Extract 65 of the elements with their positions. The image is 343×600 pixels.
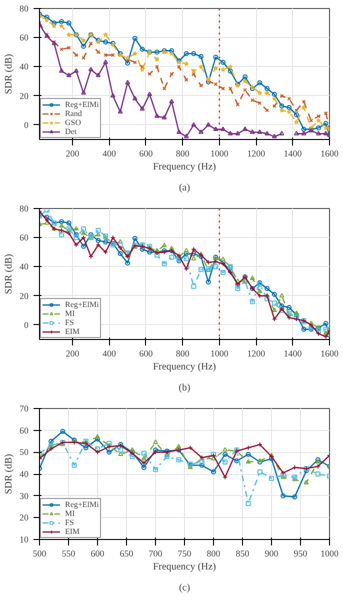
y-tick-label: 60	[20, 232, 29, 243]
x-tick-label: 400	[102, 148, 116, 158]
y-tick-label: 70	[20, 404, 29, 414]
x-tick-label: 700	[148, 548, 163, 558]
text: (a)	[178, 182, 190, 194]
y-tick-label: 60	[20, 425, 29, 436]
x-tick-label: 1600	[320, 148, 339, 158]
y-tick-label: 30	[20, 490, 29, 501]
legend-label: Reg+ElMi	[65, 100, 99, 109]
x-tick-label: 1000	[320, 548, 339, 558]
x-tick-label: 200	[66, 348, 80, 358]
x-axis-title: Frequency (Hz)	[152, 362, 216, 372]
legend-label: Rand	[65, 109, 83, 118]
y-tick-label: 50	[20, 447, 29, 458]
y-tick-label: 60	[20, 32, 29, 43]
x-tick-label: 850	[236, 548, 250, 558]
x-tick-label: 200	[66, 148, 80, 158]
legend-label: Reg+ElMi	[65, 500, 99, 509]
y-tick-label: 10	[20, 534, 29, 544]
x-tick-label: 600	[139, 148, 154, 158]
y-tick-label: 20	[20, 512, 29, 523]
legend-label: FS	[65, 518, 75, 527]
x-tick-label: 600	[139, 348, 154, 358]
text: (b)	[178, 382, 190, 394]
x-tick-label: 750	[178, 548, 192, 558]
x-tick-label: 900	[264, 548, 279, 558]
x-tick-label: 1400	[284, 148, 302, 158]
legend-label: Reg+ElMi	[65, 300, 99, 309]
y-tick-label: 80	[20, 204, 29, 214]
x-tick-label: 800	[206, 548, 221, 558]
y-tick-label: 40	[20, 62, 29, 72]
legend-label: MI	[65, 509, 76, 518]
legend-label: FS	[65, 318, 75, 327]
legend-label: EIM	[65, 327, 81, 336]
y-axis-title: SDR (dB)	[4, 254, 14, 294]
y-tick-label: 20	[20, 90, 29, 101]
legend-label: EIM	[65, 527, 81, 536]
x-tick-label: 550	[62, 548, 76, 558]
legend-label: MI	[65, 309, 76, 318]
x-tick-label: 1200	[247, 348, 266, 358]
x-axis-title: Frequency (Hz)	[152, 562, 216, 572]
x-tick-label: 800	[176, 148, 190, 158]
x-tick-label: 500	[32, 548, 47, 558]
y-tick-label: 40	[20, 469, 29, 479]
y-tick-label: 40	[20, 262, 29, 272]
x-tick-label: 1600	[320, 348, 339, 358]
y-tick-label: 80	[20, 4, 29, 14]
y-tick-label: 20	[20, 290, 29, 301]
x-tick-label: 1400	[284, 348, 302, 358]
x-tick-label: 950	[294, 548, 308, 558]
y-axis-title: SDR (dB)	[4, 454, 14, 494]
x-tick-label: 800	[176, 348, 190, 358]
x-tick-label: 600	[90, 548, 105, 558]
y-tick-label: 0	[24, 120, 29, 130]
legend-label: Det	[65, 127, 78, 136]
x-tick-label: 1000	[210, 148, 229, 158]
y-axis-title: SDR (dB)	[4, 54, 14, 94]
y-tick-label: 0	[24, 320, 29, 330]
legend-label: GSO	[65, 118, 82, 127]
x-axis-title: Frequency (Hz)	[152, 162, 216, 172]
x-tick-label: 1200	[247, 148, 266, 158]
text: (c)	[178, 582, 190, 594]
x-tick-label: 1000	[210, 348, 229, 358]
x-tick-label: 650	[120, 548, 134, 558]
x-tick-label: 400	[102, 348, 116, 358]
